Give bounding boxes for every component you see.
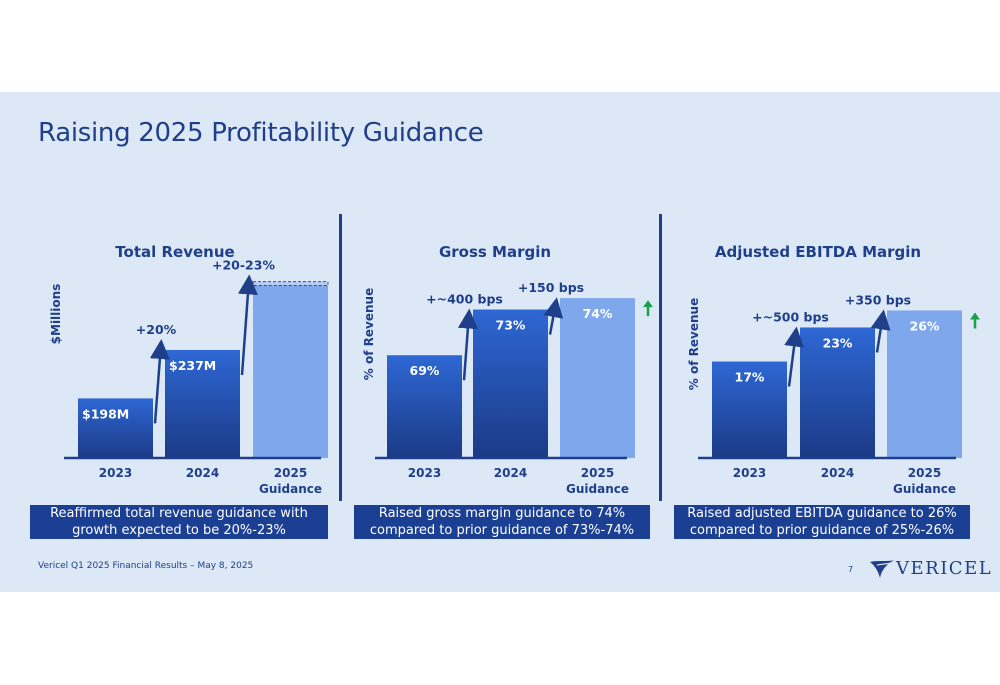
data-label: 23% [823, 335, 853, 350]
x-tick-label: 2025 [908, 466, 941, 480]
growth-label: +150 bps [518, 280, 584, 295]
caption-line: compared to prior guidance of 25%-26% [689, 523, 955, 538]
ebitda-margin-chart-svg: Adjusted EBITDA Margin % of Revenue 17% 202… [687, 243, 980, 496]
data-label: 74% [583, 306, 613, 321]
chart-divider [339, 214, 342, 501]
total-revenue-chart: Total Revenue $Millions $198M 2023 $237M 2024… [40, 214, 340, 504]
bar [387, 355, 462, 458]
x-tick-label: 2024 [494, 466, 527, 480]
data-label: 26% [910, 318, 940, 333]
data-label: 73% [496, 318, 526, 333]
growth-arrow [149, 338, 170, 424]
bar [473, 309, 548, 458]
bar [887, 310, 962, 458]
growth-arrow [543, 297, 564, 335]
caption-line: Raised adjusted EBITDA guidance to 26% [687, 506, 957, 521]
data-label: 17% [735, 370, 765, 385]
y-axis-label: % of Revenue [687, 298, 701, 390]
x-tick-label: 2024 [821, 466, 854, 480]
chart-title: Gross Margin [439, 243, 551, 261]
data-label: $237M [169, 358, 216, 373]
data-label: $198M [82, 406, 129, 421]
growth-arrow [237, 274, 258, 376]
up-arrow-icon [970, 312, 980, 329]
x-tick-label: 2023 [733, 466, 766, 480]
ebitda-margin-caption: Raised adjusted EBITDA guidance to 26% c… [674, 505, 970, 539]
total-revenue-chart-svg: Total Revenue $Millions $198M 2023 $237M 2024… [49, 243, 329, 496]
x-tick-label: 2024 [186, 466, 219, 480]
chart-title: Total Revenue [115, 243, 234, 261]
caption-line: Raised gross margin guidance to 74% [378, 506, 626, 521]
up-arrow-icon [643, 300, 653, 317]
logo-mark-icon [870, 560, 894, 578]
total-revenue-caption: Reaffirmed total revenue guidance with g… [30, 505, 328, 539]
growth-label: +350 bps [845, 292, 911, 307]
x-tick-label: Guidance [566, 482, 629, 496]
x-tick-label: 2023 [99, 466, 132, 480]
growth-arrow [784, 326, 805, 387]
bar [712, 361, 787, 458]
guidance-range-band [252, 281, 329, 286]
gross-margin-chart-svg: Gross Margin % of Revenue 69% 2023 73% 2024 74… [362, 243, 653, 496]
chart-divider [659, 214, 662, 501]
x-tick-label: Guidance [259, 482, 322, 496]
bar [78, 398, 153, 458]
x-tick-label: Guidance [893, 482, 956, 496]
gross-margin-caption: Raised gross margin guidance to 74% comp… [354, 505, 650, 539]
ebitda-margin-chart: Adjusted EBITDA Margin % of Revenue 17% 202… [680, 214, 980, 504]
caption-line: growth expected to be 20%-23% [72, 523, 286, 538]
x-tick-label: 2023 [408, 466, 441, 480]
growth-label: +20-23% [212, 257, 275, 272]
chart-title: Adjusted EBITDA Margin [715, 243, 921, 261]
y-axis-label: % of Revenue [362, 288, 376, 380]
bar [560, 298, 635, 458]
gross-margin-chart: Gross Margin % of Revenue 69% 2023 73% 2024 74… [355, 214, 655, 504]
footer-text: Vericel Q1 2025 Financial Results – May … [38, 561, 254, 571]
growth-label: +~400 bps [426, 292, 503, 307]
page-title: Raising 2025 Profitability Guidance [38, 118, 484, 148]
logo-text: VERICEL [896, 558, 993, 579]
page-number: 7 [848, 565, 854, 574]
y-axis-label: $Millions [49, 284, 63, 345]
data-label: 69% [410, 363, 440, 378]
growth-label: +20% [136, 322, 177, 337]
growth-label: +~500 bps [752, 309, 829, 324]
caption-line: Reaffirmed total revenue guidance with [50, 506, 308, 521]
x-tick-label: 2025 [274, 466, 307, 480]
growth-arrow [870, 309, 891, 353]
bar [800, 327, 875, 458]
bar [253, 285, 328, 458]
bar [165, 349, 240, 458]
vericel-logo: VERICEL [868, 556, 991, 584]
caption-line: compared to prior guidance of 73%-74% [369, 523, 635, 538]
x-tick-label: 2025 [581, 466, 614, 480]
growth-arrow [457, 308, 478, 381]
